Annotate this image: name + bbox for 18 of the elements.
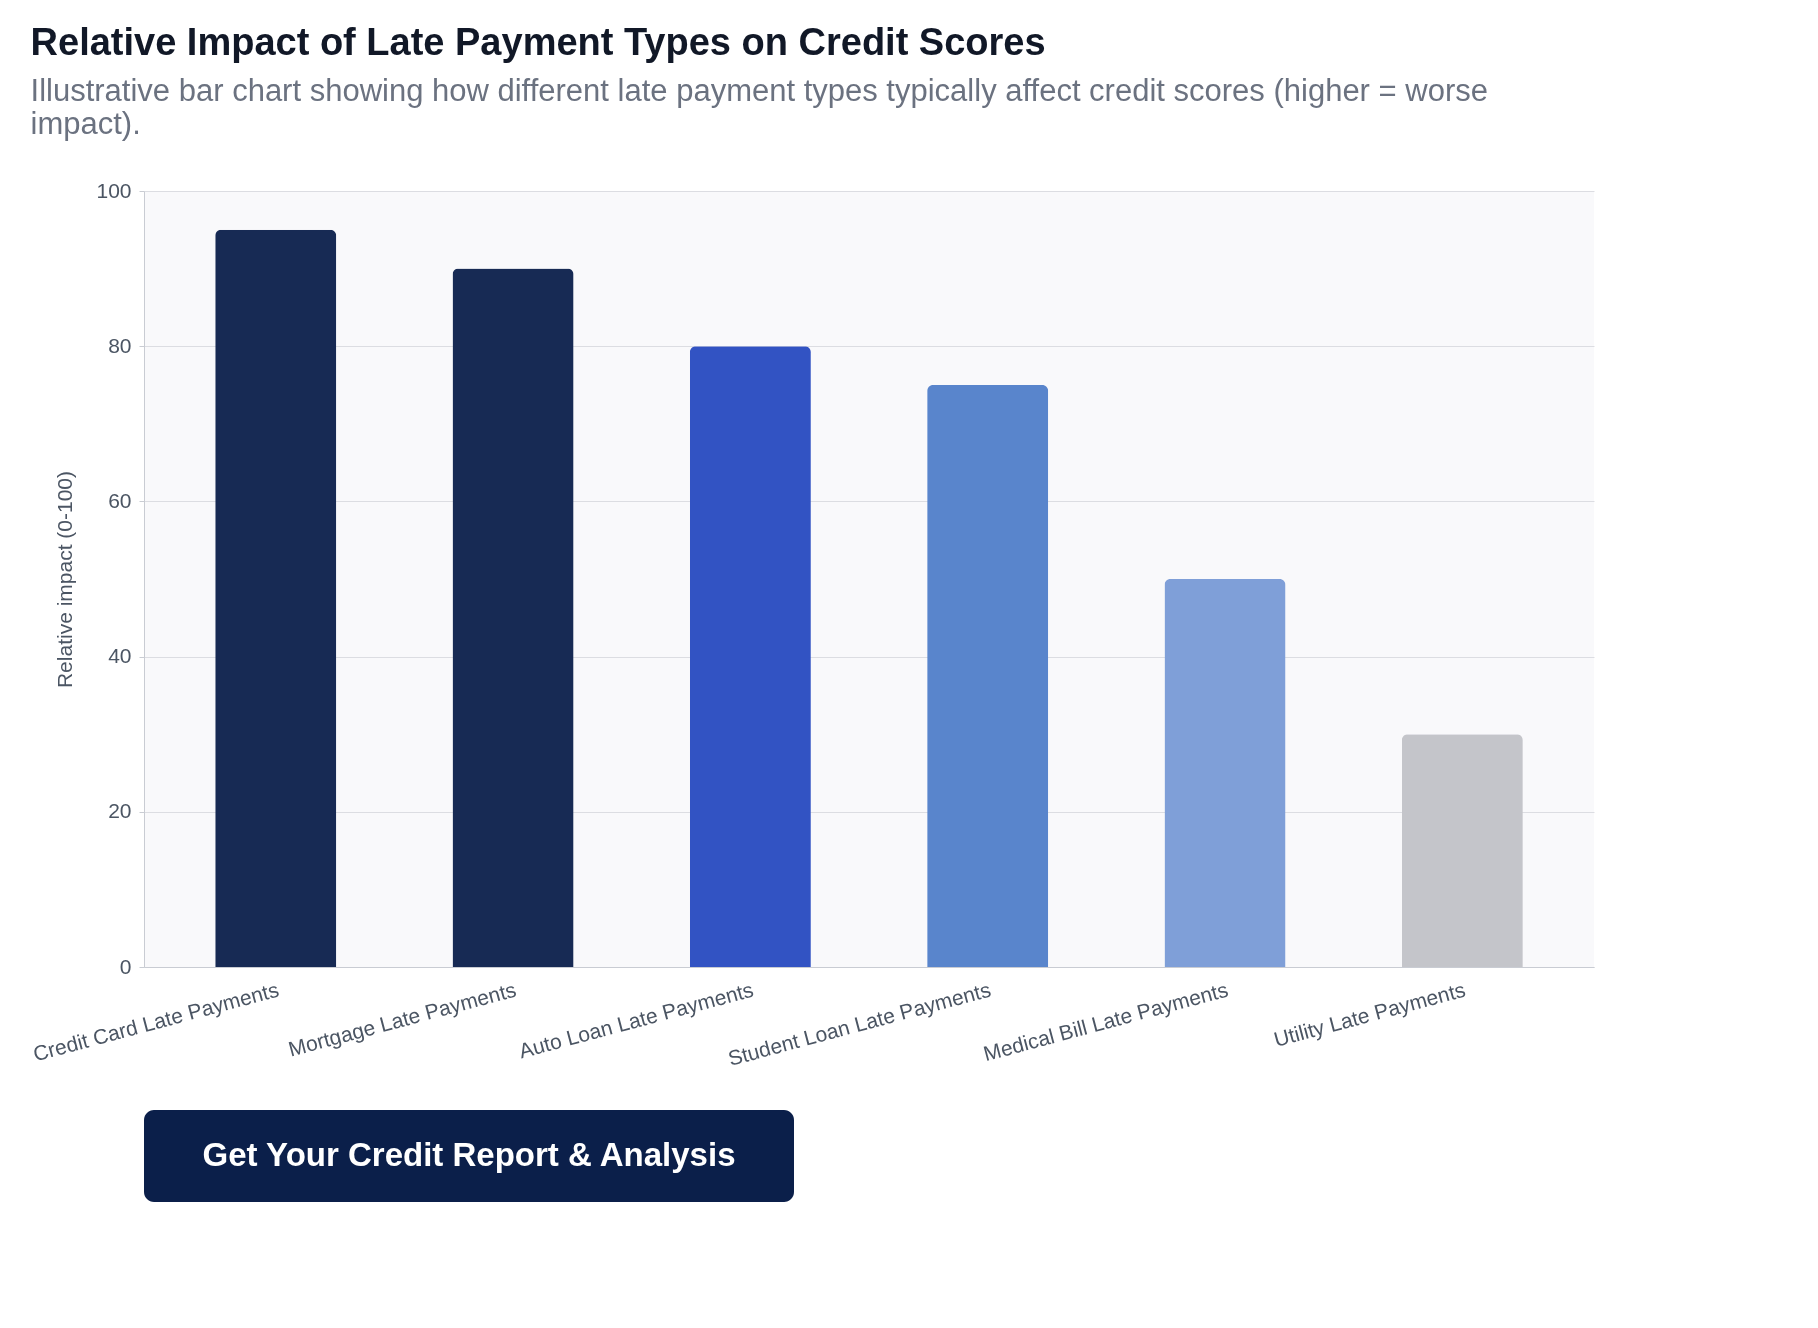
x-tick-label: Credit Card Late Payments xyxy=(30,977,282,1066)
y-tick-label: 0 xyxy=(119,954,132,978)
chart-title: Relative Impact of Late Payment Types on Credit Scores xyxy=(30,21,1046,63)
y-tick-label: 40 xyxy=(108,644,132,668)
x-tick-label: Utility Late Payments xyxy=(1271,977,1468,1051)
text: Get Your Credit Report & Analysis xyxy=(202,1136,736,1173)
bar xyxy=(927,385,1049,967)
bar xyxy=(215,229,337,967)
chart-subtitle: Illustrative bar chart showing how different late payment types typically affect credit scores (higher = worse impact). xyxy=(30,73,1488,141)
y-tick-label: 100 xyxy=(96,178,132,202)
y-tick-label: 80 xyxy=(108,333,132,357)
y-tick-label: 60 xyxy=(108,488,132,512)
bar xyxy=(1164,579,1286,967)
y-axis-title: Relative impact (0-100) xyxy=(53,470,77,689)
bar xyxy=(689,346,811,967)
y-tick-label: 20 xyxy=(108,799,132,823)
x-tick-label: Mortgage Late Payments xyxy=(285,977,519,1061)
bar xyxy=(452,268,574,967)
